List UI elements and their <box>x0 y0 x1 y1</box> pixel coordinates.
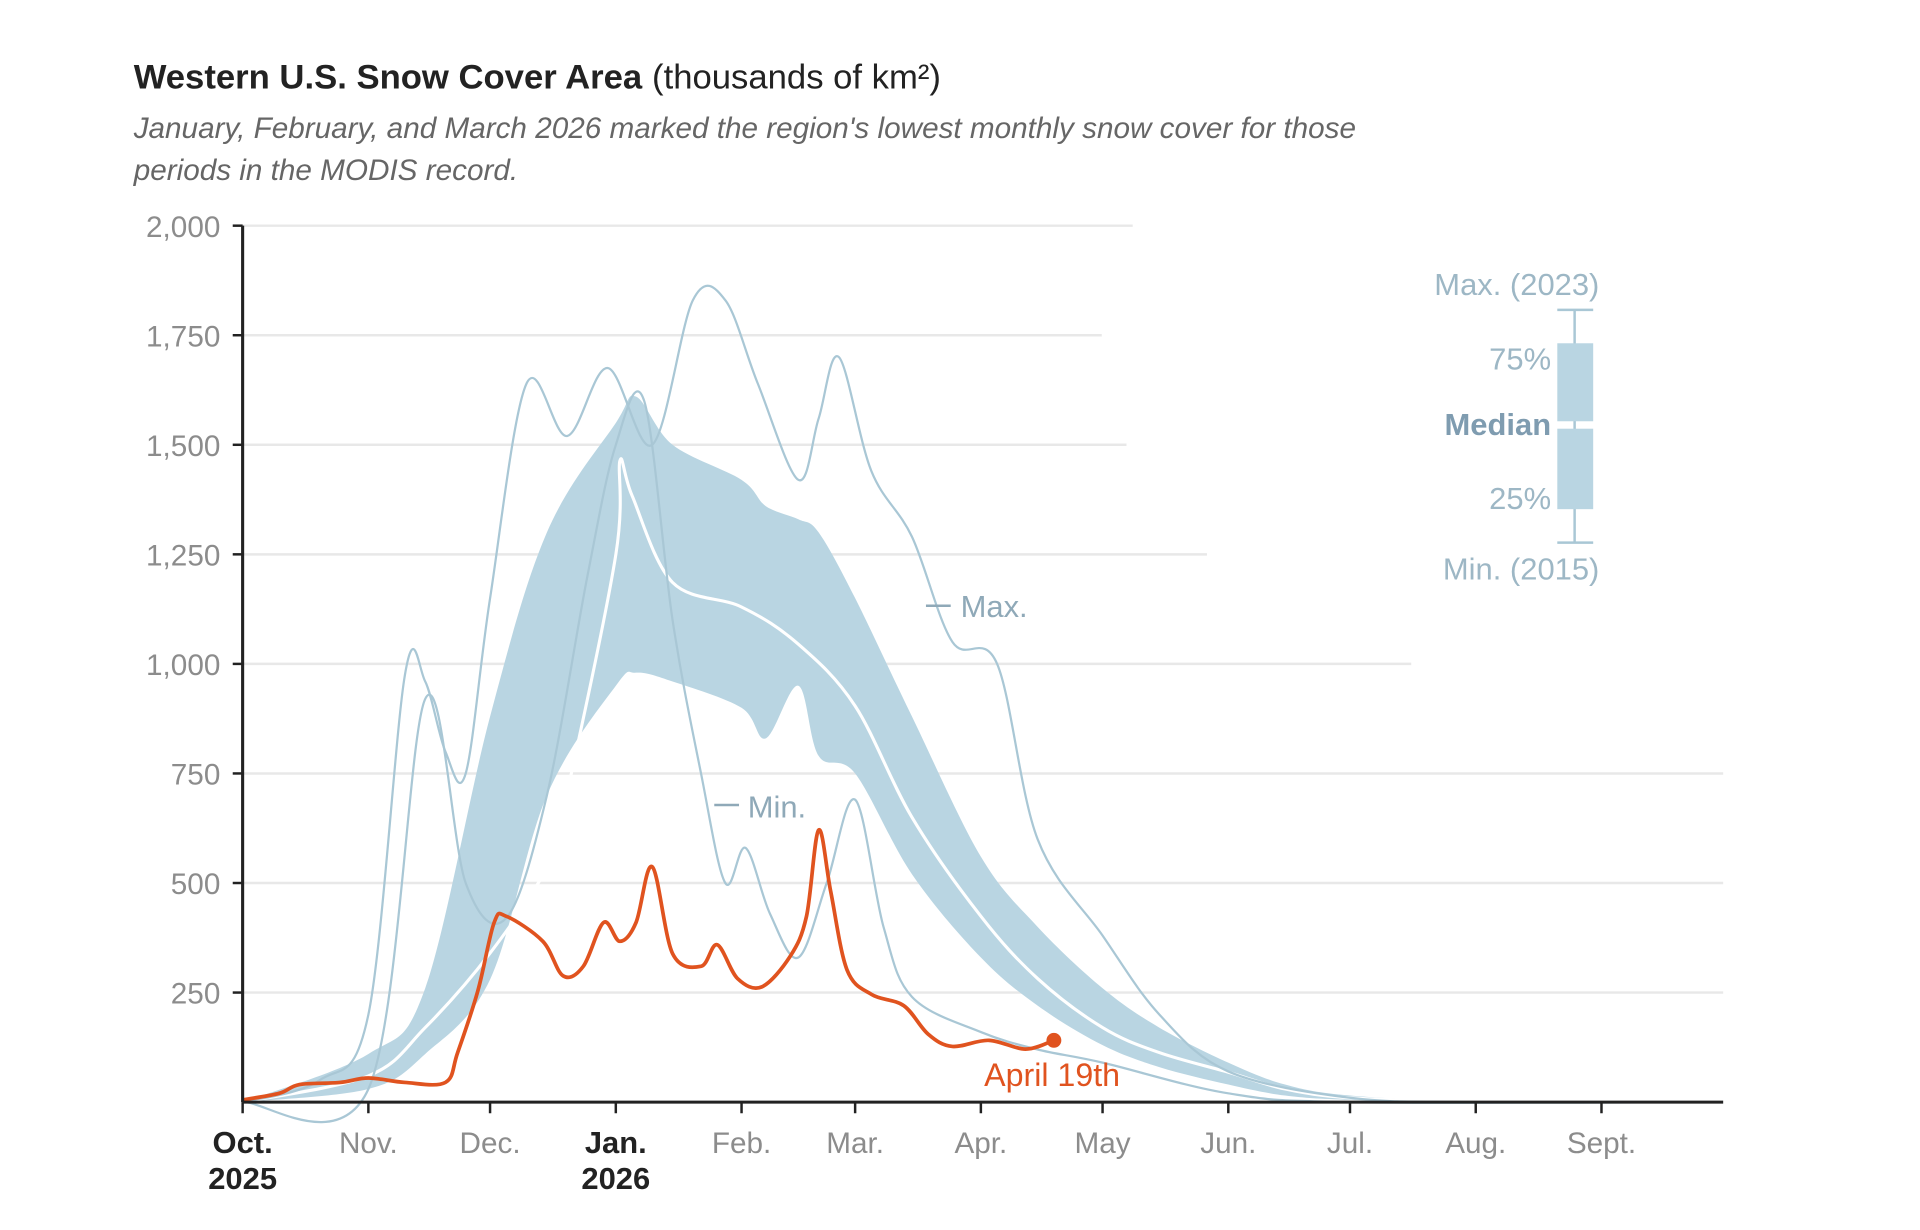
y-tick-label: 1,000 <box>146 649 220 682</box>
axes: 2,0001,7501,5001,2501,000750500250Oct.20… <box>146 211 1724 1196</box>
chart-subtitle-line-2: periods in the MODIS record. <box>133 154 518 187</box>
max-annotation: Max. <box>961 589 1028 624</box>
legend: Max. (2023) 75% Median 25% Min. (2015) <box>1434 267 1599 587</box>
chart-title-main: Western U.S. Snow Cover Area <box>134 58 643 96</box>
chart-title: Western U.S. Snow Cover Area (thousands o… <box>134 58 941 96</box>
legend-box-upper <box>1557 343 1594 422</box>
x-tick-label: Feb. <box>712 1127 771 1160</box>
plot-area: Max. Min. April 19th <box>242 284 1720 1124</box>
series-median-line <box>242 457 1720 1104</box>
series-min-line <box>242 390 1720 1124</box>
y-tick-label: 750 <box>171 759 221 792</box>
x-tick-label: Jul. <box>1327 1127 1373 1160</box>
y-tick-label: 1,250 <box>146 539 220 572</box>
x-tick-year: 2025 <box>208 1161 277 1196</box>
legend-25-label: 25% <box>1489 481 1551 516</box>
y-tick-label: 2,000 <box>146 211 220 244</box>
y-tick-label: 250 <box>171 978 221 1011</box>
current-date-annotation: April 19th <box>984 1057 1120 1093</box>
x-tick-label: Jun. <box>1200 1127 1256 1160</box>
x-tick-label: Aug. <box>1445 1127 1506 1160</box>
current-endpoint-marker <box>1046 1032 1062 1048</box>
x-tick-label: Dec. <box>460 1127 521 1160</box>
series-current-line <box>242 828 1055 1102</box>
x-tick-label: Mar. <box>826 1127 884 1160</box>
chart-subtitle-line-1: January, February, and March 2026 marked… <box>133 112 1356 145</box>
y-tick-label: 500 <box>171 868 221 901</box>
x-tick-label: Apr. <box>954 1127 1007 1160</box>
y-tick-label: 1,750 <box>146 320 220 353</box>
x-tick-label: Jan. <box>585 1125 647 1160</box>
x-tick-label: Sept. <box>1567 1127 1636 1160</box>
x-tick-label: May <box>1075 1127 1131 1160</box>
y-tick-label: 1,500 <box>146 430 220 463</box>
legend-box-lower <box>1557 428 1594 510</box>
x-tick-label: Nov. <box>339 1127 398 1160</box>
legend-max-label: Max. (2023) <box>1434 267 1599 302</box>
legend-median-label: Median <box>1445 407 1552 442</box>
legend-75-label: 75% <box>1489 341 1551 376</box>
legend-min-label: Min. (2015) <box>1443 552 1599 587</box>
min-annotation: Min. <box>748 789 806 824</box>
x-tick-year: 2026 <box>581 1161 650 1196</box>
x-tick-label: Oct. <box>213 1125 273 1160</box>
chart-title-unit: (thousands of km²) <box>652 58 941 96</box>
